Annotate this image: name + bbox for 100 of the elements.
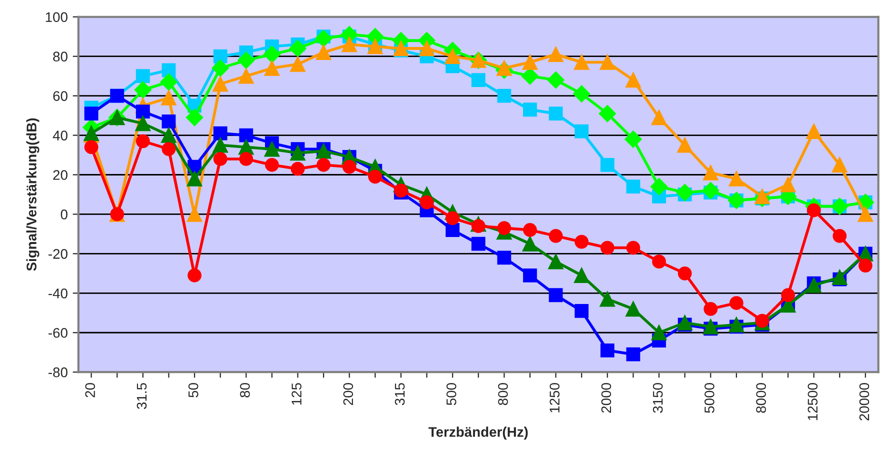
point xyxy=(858,258,872,272)
x-tick-label: 50 xyxy=(188,383,198,398)
point xyxy=(676,184,694,202)
point xyxy=(290,145,306,161)
point xyxy=(574,304,589,318)
point xyxy=(265,158,279,172)
point xyxy=(213,49,228,64)
point xyxy=(547,71,564,89)
point xyxy=(522,236,538,252)
point xyxy=(289,40,306,57)
point xyxy=(186,206,202,222)
point xyxy=(188,268,202,282)
point xyxy=(213,126,228,140)
y-tick-label: 40 xyxy=(52,130,68,140)
y-axis-title: Signal/Verstärkung(dB) xyxy=(26,118,40,271)
point xyxy=(600,240,614,255)
point xyxy=(84,140,98,154)
point xyxy=(134,81,152,98)
point xyxy=(136,134,150,148)
x-tick-label: 500 xyxy=(446,383,456,406)
point xyxy=(702,182,720,200)
point xyxy=(780,176,796,192)
point xyxy=(290,56,306,72)
point xyxy=(444,48,460,64)
x-tick-label: 8000 xyxy=(756,383,766,413)
point xyxy=(186,108,204,126)
point xyxy=(651,110,667,126)
x-tick-label: 31.5 xyxy=(136,383,147,410)
x-tick-label: 315 xyxy=(394,383,405,406)
point xyxy=(497,88,512,103)
point xyxy=(420,195,434,210)
y-tick-label: 60 xyxy=(53,91,68,101)
point xyxy=(238,68,254,84)
x-axis-title: Terzbänder(Hz) xyxy=(428,426,528,440)
point xyxy=(626,180,640,194)
point xyxy=(497,221,512,235)
point xyxy=(574,54,590,70)
point xyxy=(626,240,640,255)
point xyxy=(626,347,640,362)
y-tick-label: 20 xyxy=(53,170,68,180)
point xyxy=(186,171,202,186)
point xyxy=(548,254,564,270)
x-tick-label: 2000 xyxy=(601,383,612,413)
point xyxy=(574,268,590,284)
point xyxy=(626,301,641,317)
point xyxy=(496,60,512,76)
point xyxy=(290,162,305,176)
point xyxy=(342,36,357,52)
point xyxy=(781,288,795,302)
point xyxy=(574,124,589,138)
point xyxy=(523,268,537,282)
point xyxy=(523,223,537,237)
point xyxy=(600,343,614,358)
point xyxy=(729,296,744,310)
point xyxy=(161,128,176,143)
point xyxy=(704,302,718,316)
point xyxy=(600,291,616,307)
point xyxy=(162,142,176,156)
point xyxy=(368,38,383,54)
point xyxy=(239,152,254,166)
point xyxy=(446,223,460,237)
point xyxy=(832,228,847,243)
point xyxy=(600,158,614,172)
x-tick-label: 20 xyxy=(85,383,96,398)
point xyxy=(264,60,280,76)
point xyxy=(315,30,332,48)
point xyxy=(806,124,822,139)
x-tick-label: 800 xyxy=(498,383,508,406)
point xyxy=(161,90,176,106)
point xyxy=(212,76,228,92)
point xyxy=(548,46,564,62)
x-tick-label: 200 xyxy=(343,383,354,405)
point xyxy=(548,228,563,243)
point xyxy=(238,52,255,69)
point xyxy=(446,211,460,226)
x-tick-label: 1250 xyxy=(550,383,560,412)
point xyxy=(135,116,151,132)
point xyxy=(624,130,642,148)
point xyxy=(806,203,821,218)
point xyxy=(162,63,176,78)
y-tick-label: 80 xyxy=(53,52,68,62)
point xyxy=(728,171,744,186)
point xyxy=(523,102,537,117)
point xyxy=(368,170,382,184)
point xyxy=(574,234,589,249)
point xyxy=(213,152,228,166)
point xyxy=(598,105,616,122)
point xyxy=(858,206,874,222)
point xyxy=(419,40,434,56)
point xyxy=(239,128,254,142)
y-tick-label: 100 xyxy=(46,12,68,22)
x-tick-label: 12500 xyxy=(808,383,818,420)
point xyxy=(160,73,178,91)
y-tick-label: 0 xyxy=(60,210,68,220)
y-tick-label: -20 xyxy=(48,249,68,259)
point xyxy=(212,60,229,77)
point xyxy=(650,178,668,196)
point xyxy=(702,165,718,180)
point xyxy=(548,288,563,302)
x-tick-label: 80 xyxy=(240,383,250,398)
